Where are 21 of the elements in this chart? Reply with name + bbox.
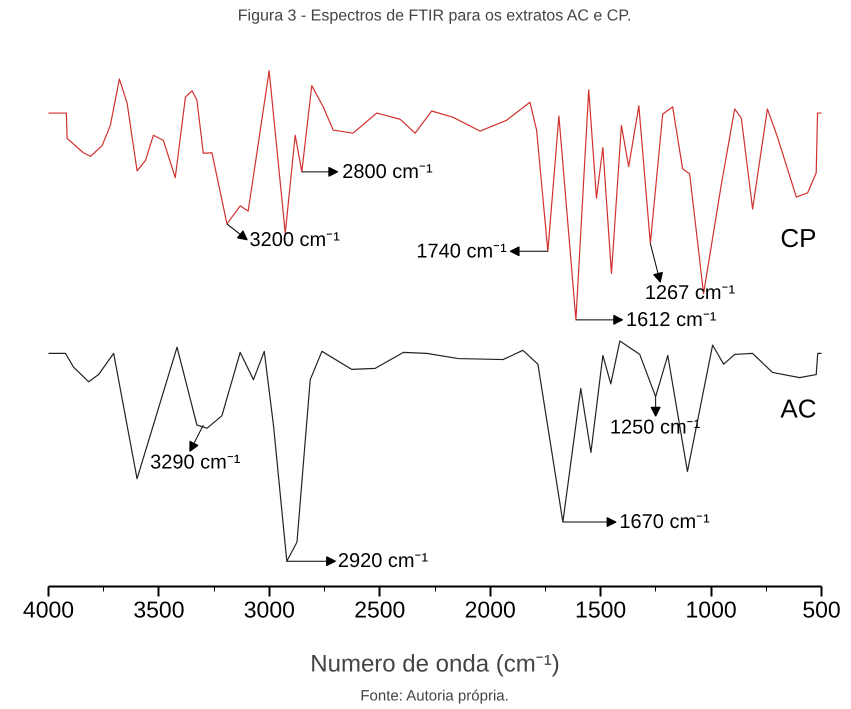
x-tick-label: 4000 [22, 596, 74, 622]
series-label: CP [780, 223, 817, 254]
x-tick-label: 2000 [464, 596, 516, 622]
annotation: 1612 cm⁻¹ [626, 308, 717, 331]
series-label: AC [780, 393, 817, 424]
annotation: 3290 cm⁻¹ [150, 451, 241, 474]
x-axis-title: Numero de onda (cm⁻¹) [310, 650, 560, 678]
chart-title: Figura 3 - Espectros de FTIR para os extratos AC e CP. [238, 8, 632, 24]
annotation: 2920 cm⁻¹ [338, 550, 429, 572]
x-tick-label: 500 [802, 596, 841, 622]
annotation: 2800 cm⁻¹ [342, 160, 433, 183]
source-note: Fonte: Autoria própria. [360, 688, 509, 704]
x-tick-label: 3500 [133, 596, 185, 622]
annotation: 1670 cm⁻¹ [619, 511, 710, 534]
x-tick-label: 1000 [685, 596, 737, 622]
x-tick-label: 3000 [244, 596, 295, 622]
annotation: 1267 cm⁻¹ [644, 282, 736, 304]
annotation: 3200 cm⁻¹ [249, 228, 340, 251]
x-tick-label: 1500 [575, 596, 626, 622]
x-tick-label: 2500 [354, 596, 406, 622]
annotation: 1740 cm⁻¹ [416, 240, 508, 262]
